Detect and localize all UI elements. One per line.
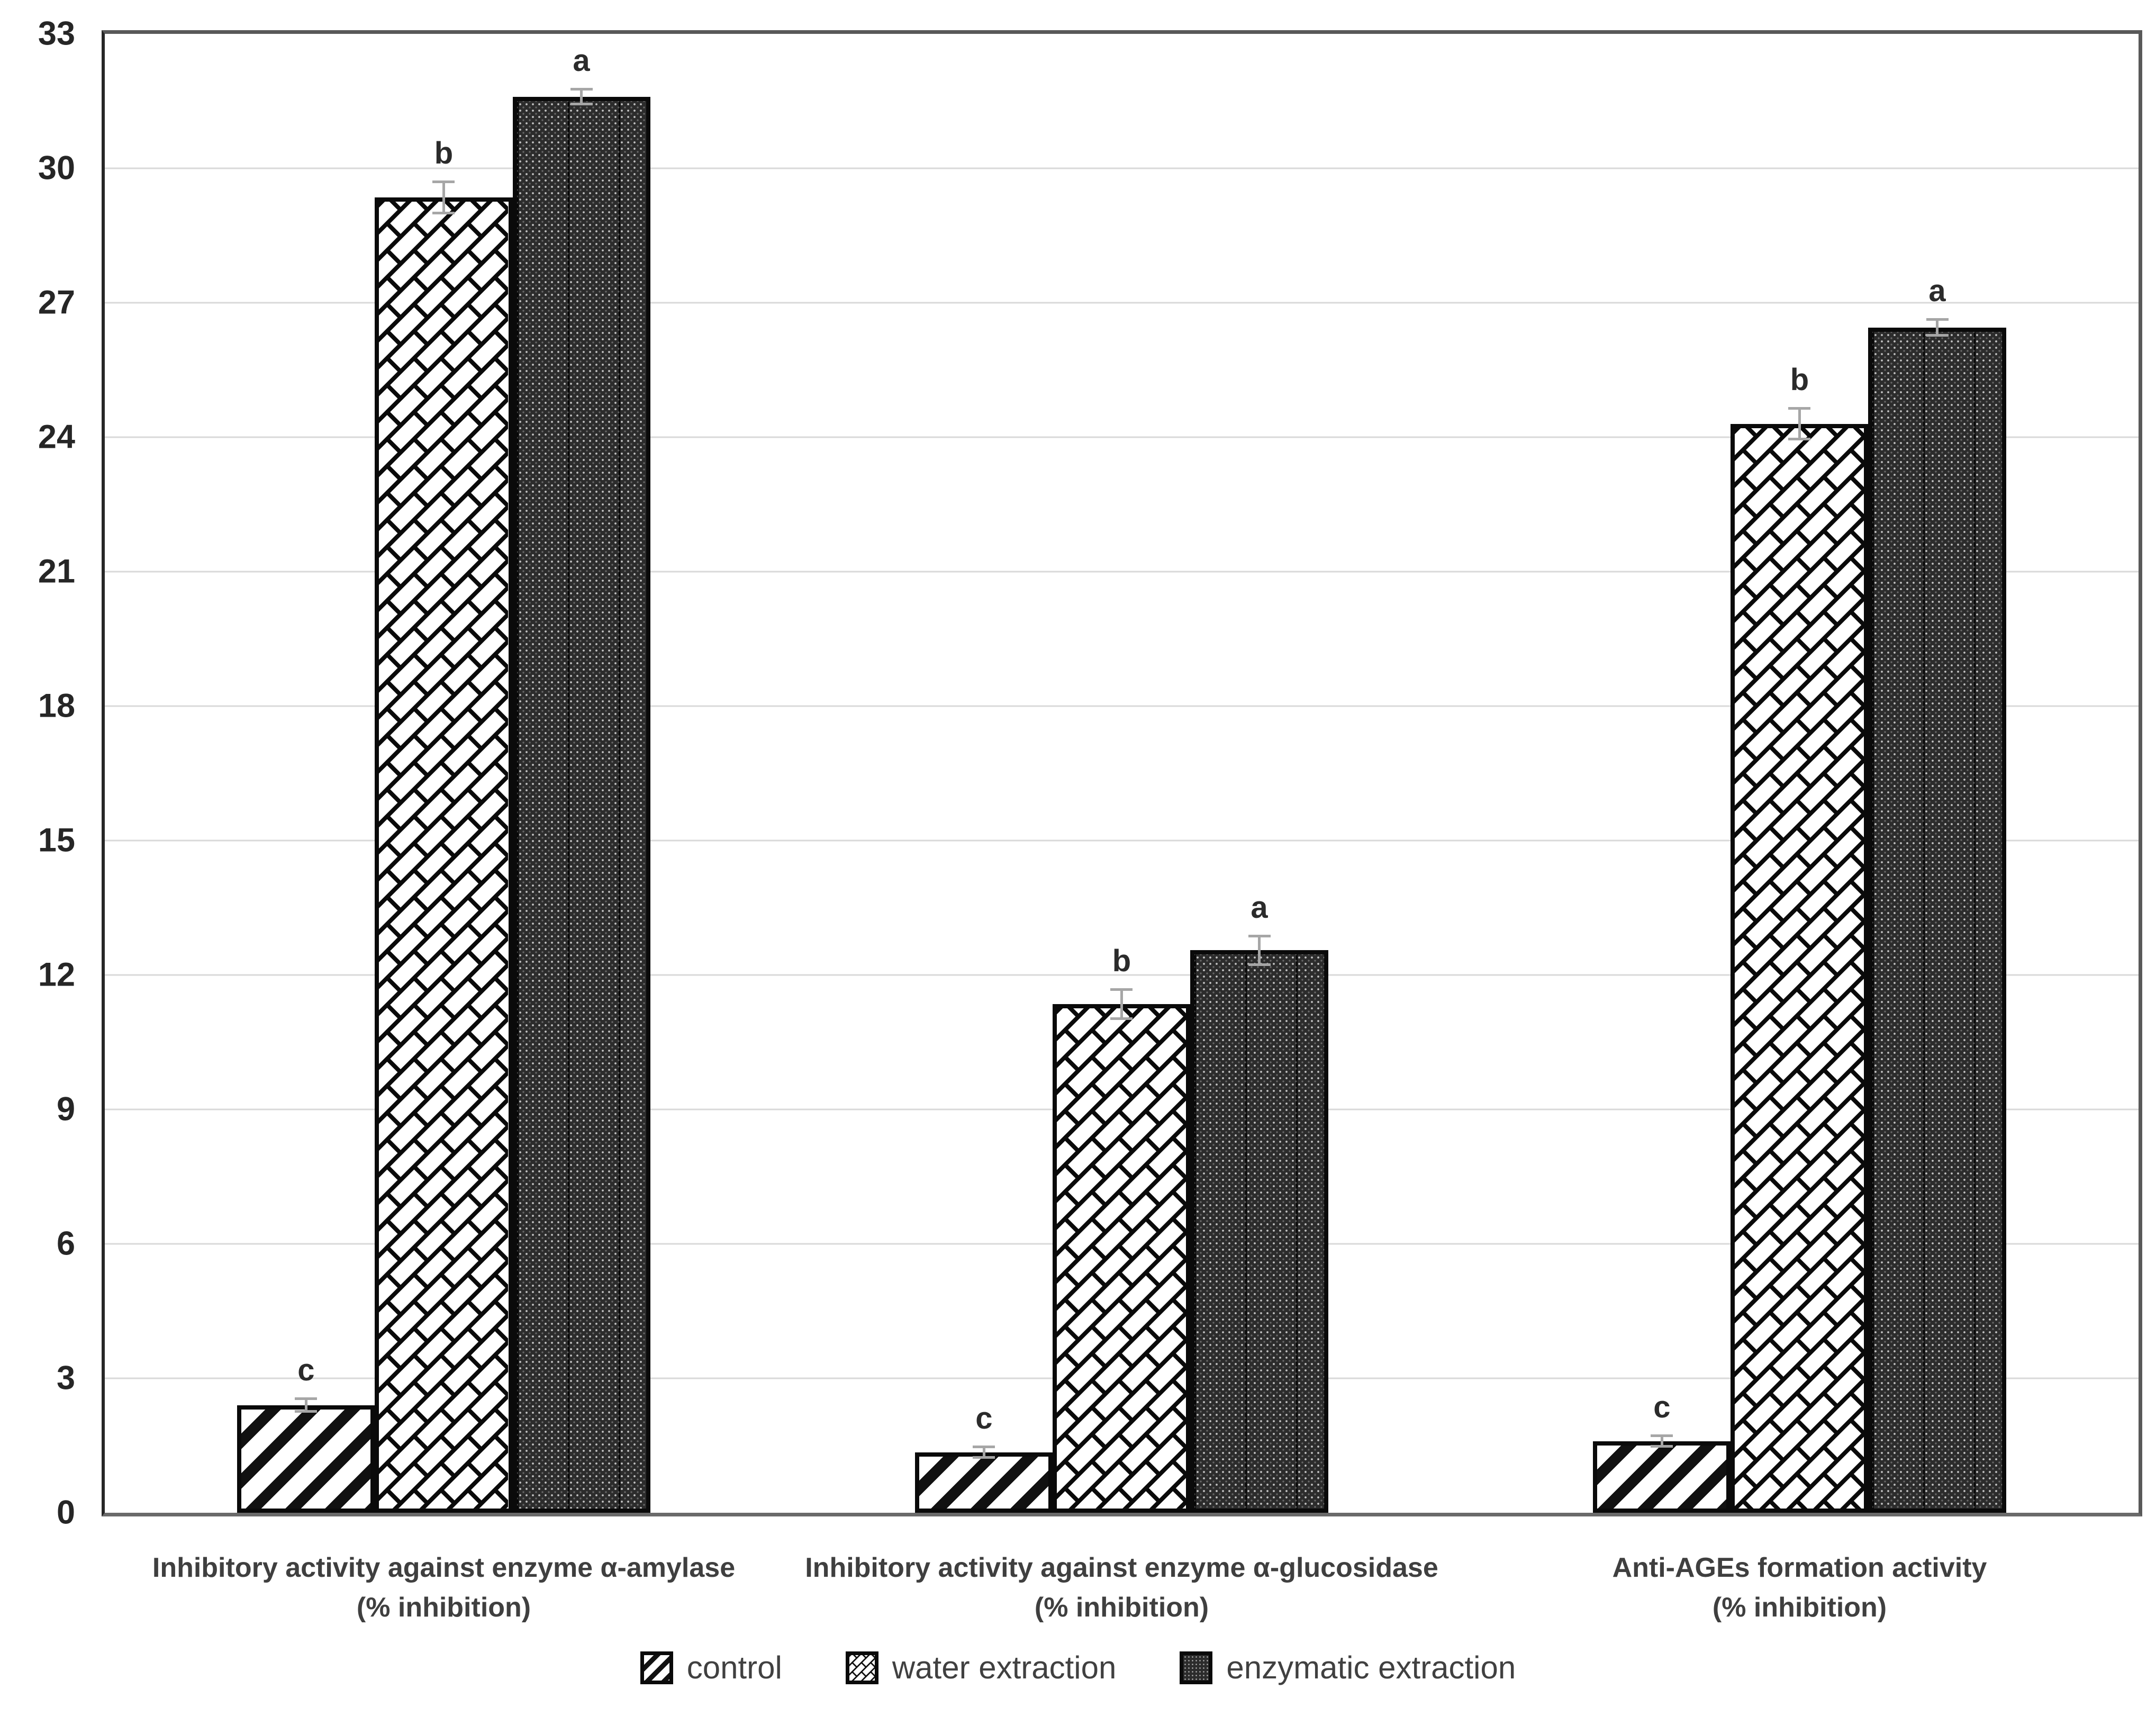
bar-group-2: c b a: [783, 34, 1461, 1513]
significance-letter-a-group3: a: [1928, 273, 1946, 308]
category-label-1-line2: (% inhibition): [356, 1592, 531, 1623]
significance-letter-a-group1: a: [573, 43, 590, 78]
error-bar-control-group1: [304, 1397, 307, 1413]
category-label-2: Inhibitory activity against enzyme α-glu…: [783, 1548, 1461, 1628]
legend-label-water-extraction: water extraction: [892, 1650, 1117, 1685]
error-bar-water-extraction-group3: [1798, 407, 1801, 440]
bar-water-extraction-group1: [375, 197, 513, 1513]
gridline-18: [105, 705, 2139, 707]
legend-item-enzymatic-extraction: enzymatic extraction: [1180, 1651, 1516, 1684]
legend-item-water-extraction: water extraction: [845, 1650, 1117, 1685]
y-tick-label-27: 27: [38, 284, 75, 321]
category-label-3-line2: (% inhibition): [1712, 1592, 1887, 1623]
error-bar-water-extraction-group1: [442, 180, 445, 215]
legend-label-control: control: [686, 1650, 782, 1685]
category-label-1-line1: Inhibitory activity against enzyme α-amy…: [152, 1552, 736, 1583]
category-label-3-line1: Anti-AGEs formation activity: [1612, 1552, 1987, 1583]
gridline-12: [105, 974, 2139, 976]
gridline-30: [105, 167, 2139, 169]
bar-water-extraction-group2: [1053, 1004, 1191, 1513]
y-tick-label-9: 9: [56, 1090, 75, 1128]
significance-letter-b-group3: b: [1790, 363, 1809, 398]
y-tick-label-18: 18: [38, 687, 75, 725]
significance-letter-c-group2: c: [975, 1401, 993, 1435]
error-bar-enzymatic-extraction-group1: [580, 87, 583, 106]
category-label-3: Anti-AGEs formation activity (% inhibitio…: [1461, 1548, 2139, 1628]
y-tick-label-3: 3: [56, 1359, 75, 1397]
bar-enzymatic-extraction-group3: [1868, 327, 2006, 1513]
legend-item-control: control: [640, 1651, 782, 1684]
y-tick-label-0: 0: [56, 1494, 75, 1531]
gridline-24: [105, 436, 2139, 438]
y-tick-label-6: 6: [56, 1225, 75, 1262]
category-label-2-line1: Inhibitory activity against enzyme α-glu…: [805, 1552, 1438, 1583]
y-tick-label-30: 30: [38, 149, 75, 187]
legend-swatch-control: [640, 1651, 673, 1684]
gridline-15: [105, 839, 2139, 842]
error-bar-enzymatic-extraction-group2: [1258, 934, 1261, 967]
y-tick-label-15: 15: [38, 821, 75, 859]
legend-swatch-water-extraction: [845, 1651, 878, 1684]
y-tick-label-24: 24: [38, 418, 75, 456]
bar-control-group2: [915, 1452, 1053, 1513]
gridline-27: [105, 302, 2139, 304]
y-tick-label-12: 12: [38, 956, 75, 994]
significance-letter-b-group2: b: [1112, 944, 1131, 979]
legend-label-enzymatic-extraction: enzymatic extraction: [1226, 1650, 1516, 1685]
significance-letter-b-group1: b: [434, 136, 454, 170]
significance-letter-c-group3: c: [1653, 1389, 1671, 1424]
error-bar-control-group3: [1660, 1434, 1663, 1448]
bar-group-3: c b a: [1461, 34, 2139, 1513]
y-tick-label-21: 21: [38, 553, 75, 590]
bar-control-group3: [1593, 1441, 1731, 1513]
diagonal-brick-pattern: [1735, 428, 1864, 1509]
bar-enzymatic-extraction-group1: [512, 96, 650, 1513]
significance-letter-a-group2: a: [1251, 890, 1268, 925]
bar-control-group1: [237, 1405, 375, 1513]
significance-letter-c-group1: c: [297, 1353, 315, 1388]
legend-swatch-enzymatic-extraction: [1180, 1651, 1213, 1684]
error-bar-enzymatic-extraction-group3: [1936, 318, 1939, 337]
x-axis-labels: Inhibitory activity against enzyme α-amy…: [105, 1548, 2139, 1628]
y-tick-label-33: 33: [38, 15, 75, 52]
plot-area: c b a c b a c b a: [102, 30, 2142, 1516]
bar-water-extraction-group3: [1731, 423, 1869, 1513]
bar-enzymatic-extraction-group2: [1190, 950, 1328, 1513]
gridline-21: [105, 571, 2139, 573]
error-bar-control-group2: [982, 1446, 985, 1459]
error-bar-water-extraction-group2: [1120, 988, 1123, 1020]
bar-group-1: c b a: [105, 34, 783, 1513]
category-label-1: Inhibitory activity against enzyme α-amy…: [105, 1548, 783, 1628]
y-axis-ticks: 0 3 6 9 12 15 18 21 24 27 30 33: [0, 17, 80, 1529]
category-label-2-line2: (% inhibition): [1034, 1592, 1209, 1623]
diagonal-brick-pattern: [1057, 1008, 1186, 1509]
legend: control water extraction enzymatic extract…: [0, 1651, 2156, 1684]
diagonal-brick-pattern: [379, 202, 509, 1509]
